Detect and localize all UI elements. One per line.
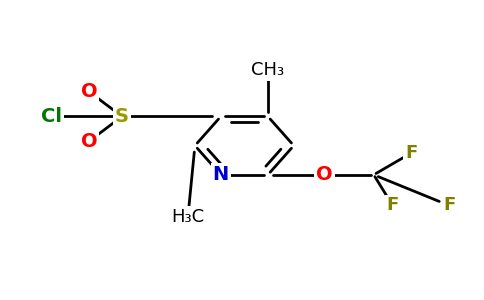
Text: O: O (81, 132, 97, 151)
Text: S: S (115, 107, 129, 126)
Text: F: F (386, 196, 399, 214)
Text: O: O (81, 82, 97, 101)
Text: O: O (316, 165, 333, 184)
Text: N: N (212, 165, 229, 184)
Text: F: F (405, 144, 418, 162)
Text: Cl: Cl (41, 107, 62, 126)
Text: F: F (443, 196, 455, 214)
Text: CH₃: CH₃ (251, 61, 285, 79)
Text: H₃C: H₃C (171, 208, 204, 226)
